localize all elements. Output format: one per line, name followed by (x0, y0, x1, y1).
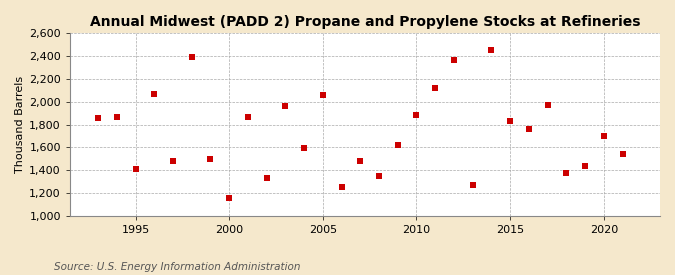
Point (92, 116, 103, 120)
Point (130, 167, 141, 171)
Point (411, 113, 422, 118)
Point (242, 114, 253, 119)
Point (542, 102, 553, 107)
Point (224, 196, 235, 200)
Point (186, 55, 197, 59)
Point (111, 115, 122, 119)
Point (317, 93, 328, 97)
Point (430, 86, 441, 90)
Point (524, 127, 535, 131)
Point (580, 164, 591, 169)
Point (374, 174, 385, 178)
Title: Annual Midwest (PADD 2) Propane and Propylene Stocks at Refineries: Annual Midwest (PADD 2) Propane and Prop… (90, 15, 640, 29)
Point (299, 146, 310, 150)
Y-axis label: Thousand Barrels: Thousand Barrels (15, 76, 25, 173)
Point (599, 134, 610, 138)
Point (505, 119, 516, 123)
Point (205, 157, 216, 161)
Point (392, 143, 403, 147)
Text: Source: U.S. Energy Information Administration: Source: U.S. Energy Information Administ… (54, 262, 300, 272)
Point (280, 104, 291, 108)
Point (486, 48, 497, 52)
Point (167, 159, 178, 163)
Point (355, 158, 366, 163)
Point (617, 152, 628, 156)
Point (467, 183, 478, 188)
Point (449, 58, 460, 63)
Point (261, 176, 272, 181)
Point (561, 171, 572, 175)
Point (149, 92, 160, 97)
Point (336, 185, 347, 189)
